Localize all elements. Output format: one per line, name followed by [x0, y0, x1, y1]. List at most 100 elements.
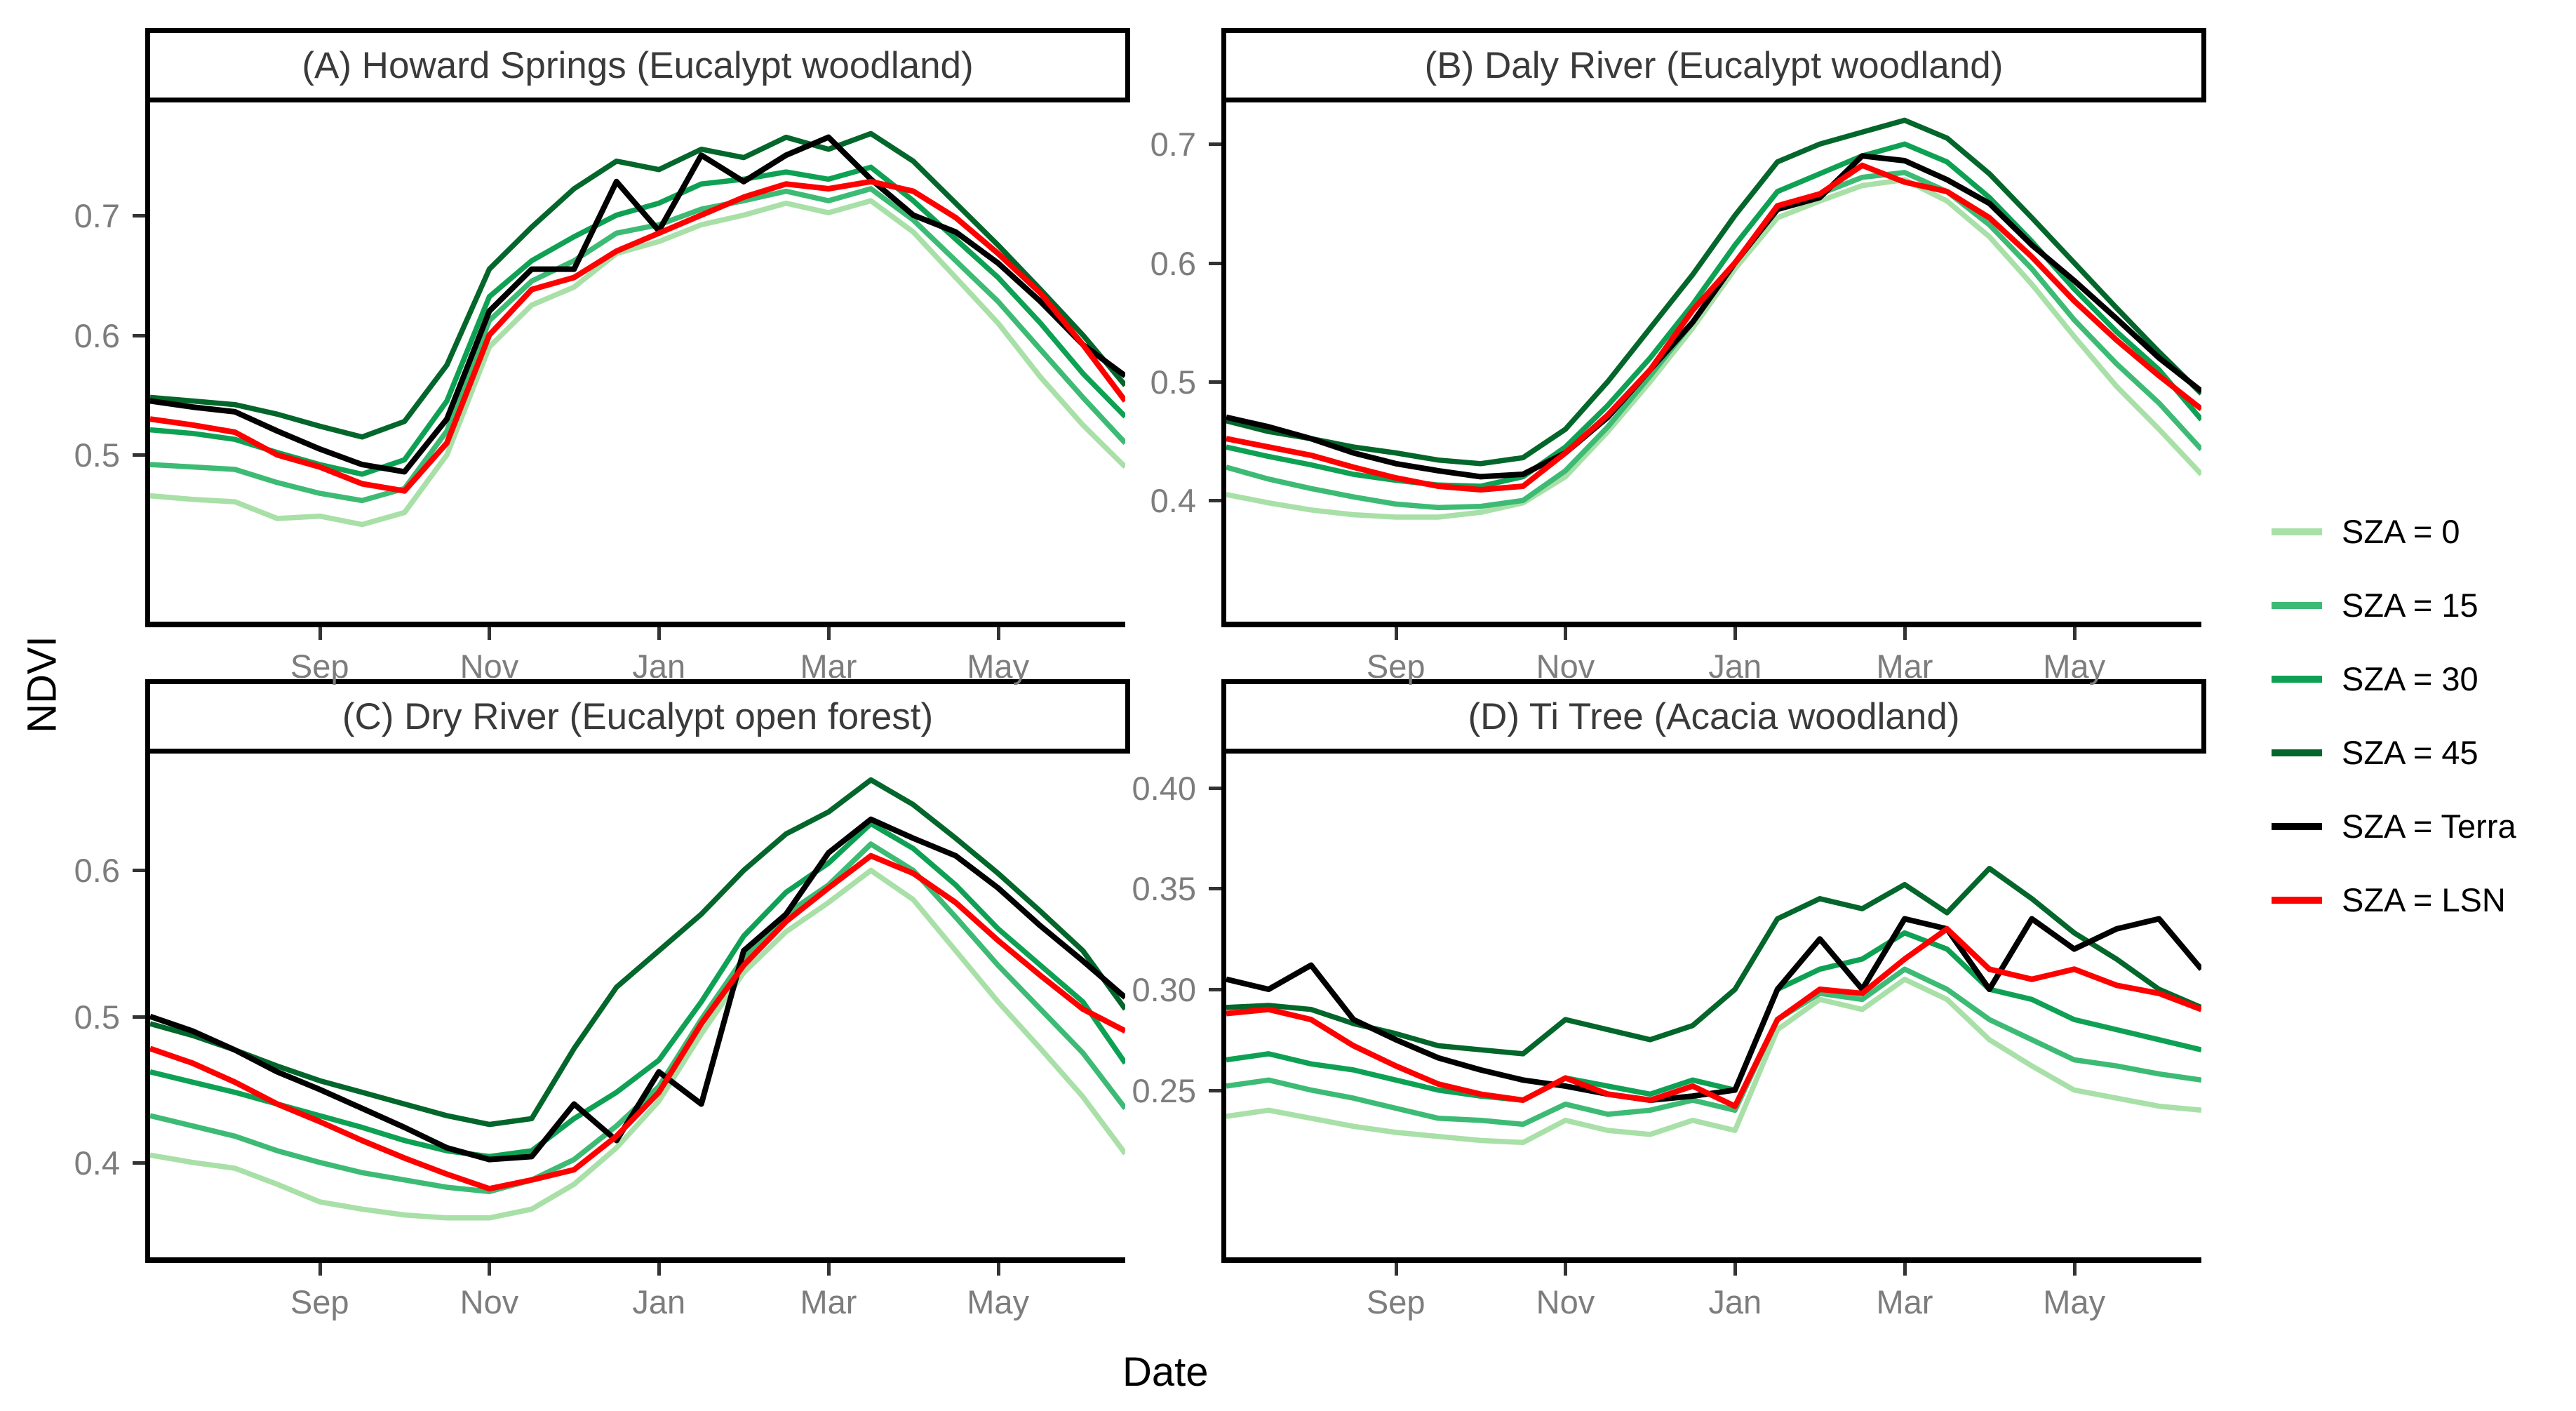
x-tick-label: Nov: [459, 648, 519, 685]
x-tick-label: Jan: [632, 1283, 686, 1320]
x-tick-label: Jan: [632, 648, 686, 685]
sza-0-line-swatch: [2272, 528, 2322, 535]
series-line-sza-lsn: [1226, 925, 2201, 1109]
y-tick-label: 0.30: [1132, 971, 1196, 1009]
y-tick-label: 0.40: [1132, 769, 1196, 807]
series-line-sza-15: [150, 186, 1125, 504]
y-tick-label: 0.4: [74, 1144, 120, 1182]
y-tick-mark: [133, 213, 145, 218]
y-tick-label: 0.5: [74, 998, 120, 1036]
x-tick-label: May: [967, 1283, 1030, 1320]
y-tick-mark: [133, 1015, 145, 1019]
panel-3-plot-area: [1226, 865, 2201, 1146]
plot-panel-d: [1221, 754, 2201, 1263]
panel-2-plot-area: [150, 777, 1125, 1221]
series-line-sza-45: [1226, 117, 2201, 467]
series-line-sza-15: [150, 841, 1125, 1195]
y-tick-mark: [1209, 261, 1221, 265]
legend-label: SZA = 15: [2342, 587, 2478, 624]
y-tick-label: 0.35: [1132, 870, 1196, 908]
legend-item-sza-lsn: SZA = LSN: [2272, 863, 2516, 937]
x-tick-label: Nov: [1536, 648, 1595, 685]
x-axis-title: Date: [1122, 1349, 1209, 1395]
sza-15-line-swatch: [2272, 601, 2322, 609]
y-tick-label: 0.7: [74, 196, 120, 234]
x-tick-label: Mar: [800, 648, 857, 685]
series-line-sza-terra: [150, 816, 1125, 1163]
facet-title-d: (D) Ti Tree (Acacia woodland): [1468, 695, 1960, 737]
x-tick-mark: [1564, 627, 1568, 640]
facet-title-c: (C) Dry River (Eucalypt open forest): [342, 695, 934, 737]
series-line-sza-lsn: [150, 852, 1125, 1192]
legend-label: SZA = 0: [2342, 513, 2460, 550]
facet-title-a: (A) Howard Springs (Eucalypt woodland): [302, 44, 974, 86]
sza-terra-line-swatch: [2272, 822, 2322, 830]
x-tick-mark: [1903, 1263, 1907, 1276]
x-tick-mark: [2072, 627, 2077, 640]
x-tick-mark: [826, 627, 831, 640]
x-tick-label: Mar: [1876, 1283, 1933, 1320]
plot-panel-c: [145, 754, 1125, 1263]
x-tick-mark: [488, 627, 492, 640]
panel-0-plot-area: [150, 131, 1125, 528]
series-line-sza-0: [150, 867, 1125, 1221]
legend-item-sza-0: SZA = 0: [2272, 495, 2516, 568]
y-tick-mark: [133, 1161, 145, 1165]
y-tick-label: 0.6: [74, 316, 120, 354]
series-line-sza-terra: [1226, 153, 2201, 480]
y-tick-label: 0.6: [1150, 244, 1196, 282]
series-line-sza-30: [150, 164, 1125, 477]
x-tick-label: Sep: [1366, 1283, 1425, 1320]
legend-item-sza-terra: SZA = Terra: [2272, 789, 2516, 863]
facet-strip-c: (C) Dry River (Eucalypt open forest): [145, 679, 1130, 754]
series-line-sza-lsn: [1226, 162, 2201, 493]
y-tick-mark: [1209, 887, 1221, 891]
legend-label: SZA = 30: [2342, 660, 2478, 697]
series-line-sza-terra: [150, 134, 1125, 475]
x-tick-label: May: [2043, 648, 2106, 685]
x-tick-mark: [1903, 627, 1907, 640]
x-tick-mark: [1733, 627, 1738, 640]
x-tick-mark: [657, 627, 662, 640]
y-tick-label: 0.6: [74, 852, 120, 890]
x-tick-label: Sep: [290, 648, 349, 685]
y-tick-mark: [1209, 499, 1221, 503]
legend: SZA = 0 SZA = 15 SZA = 30 SZA = 45 SZA =…: [2272, 495, 2516, 937]
facet-strip-a: (A) Howard Springs (Eucalypt woodland): [145, 28, 1130, 102]
x-tick-label: Nov: [459, 1283, 519, 1320]
y-tick-mark: [133, 333, 145, 337]
x-tick-mark: [318, 1263, 322, 1276]
series-line-sza-lsn: [150, 178, 1125, 494]
x-tick-mark: [996, 627, 1000, 640]
legend-label: SZA = LSN: [2342, 881, 2506, 918]
y-tick-label: 0.5: [74, 436, 120, 474]
x-tick-mark: [657, 1263, 662, 1276]
x-tick-label: Mar: [800, 1283, 857, 1320]
x-tick-mark: [318, 627, 322, 640]
y-tick-mark: [1209, 142, 1221, 147]
x-tick-mark: [826, 1263, 831, 1276]
series-line-sza-45: [150, 777, 1125, 1128]
y-tick-mark: [1209, 988, 1221, 992]
series-line-sza-30: [1226, 930, 2201, 1103]
series-line-sza-0: [1226, 976, 2201, 1146]
x-tick-mark: [996, 1263, 1000, 1276]
y-tick-mark: [133, 869, 145, 873]
y-tick-label: 0.4: [1150, 482, 1196, 520]
x-tick-label: Sep: [290, 1283, 349, 1320]
x-tick-mark: [2072, 1263, 2077, 1276]
y-tick-mark: [133, 453, 145, 457]
x-tick-label: Nov: [1536, 1283, 1595, 1320]
y-tick-label: 0.7: [1150, 126, 1196, 163]
series-line-sza-0: [1226, 177, 2201, 520]
legend-item-sza-45: SZA = 45: [2272, 716, 2516, 789]
x-tick-mark: [1564, 1263, 1568, 1276]
x-tick-label: Sep: [1366, 648, 1425, 685]
legend-label: SZA = Terra: [2342, 808, 2516, 845]
legend-item-sza-30: SZA = 30: [2272, 642, 2516, 716]
legend-item-sza-15: SZA = 15: [2272, 568, 2516, 642]
y-tick-mark: [1209, 1088, 1221, 1092]
legend-label: SZA = 45: [2342, 734, 2478, 771]
facet-strip-b: (B) Daly River (Eucalypt woodland): [1221, 28, 2206, 102]
